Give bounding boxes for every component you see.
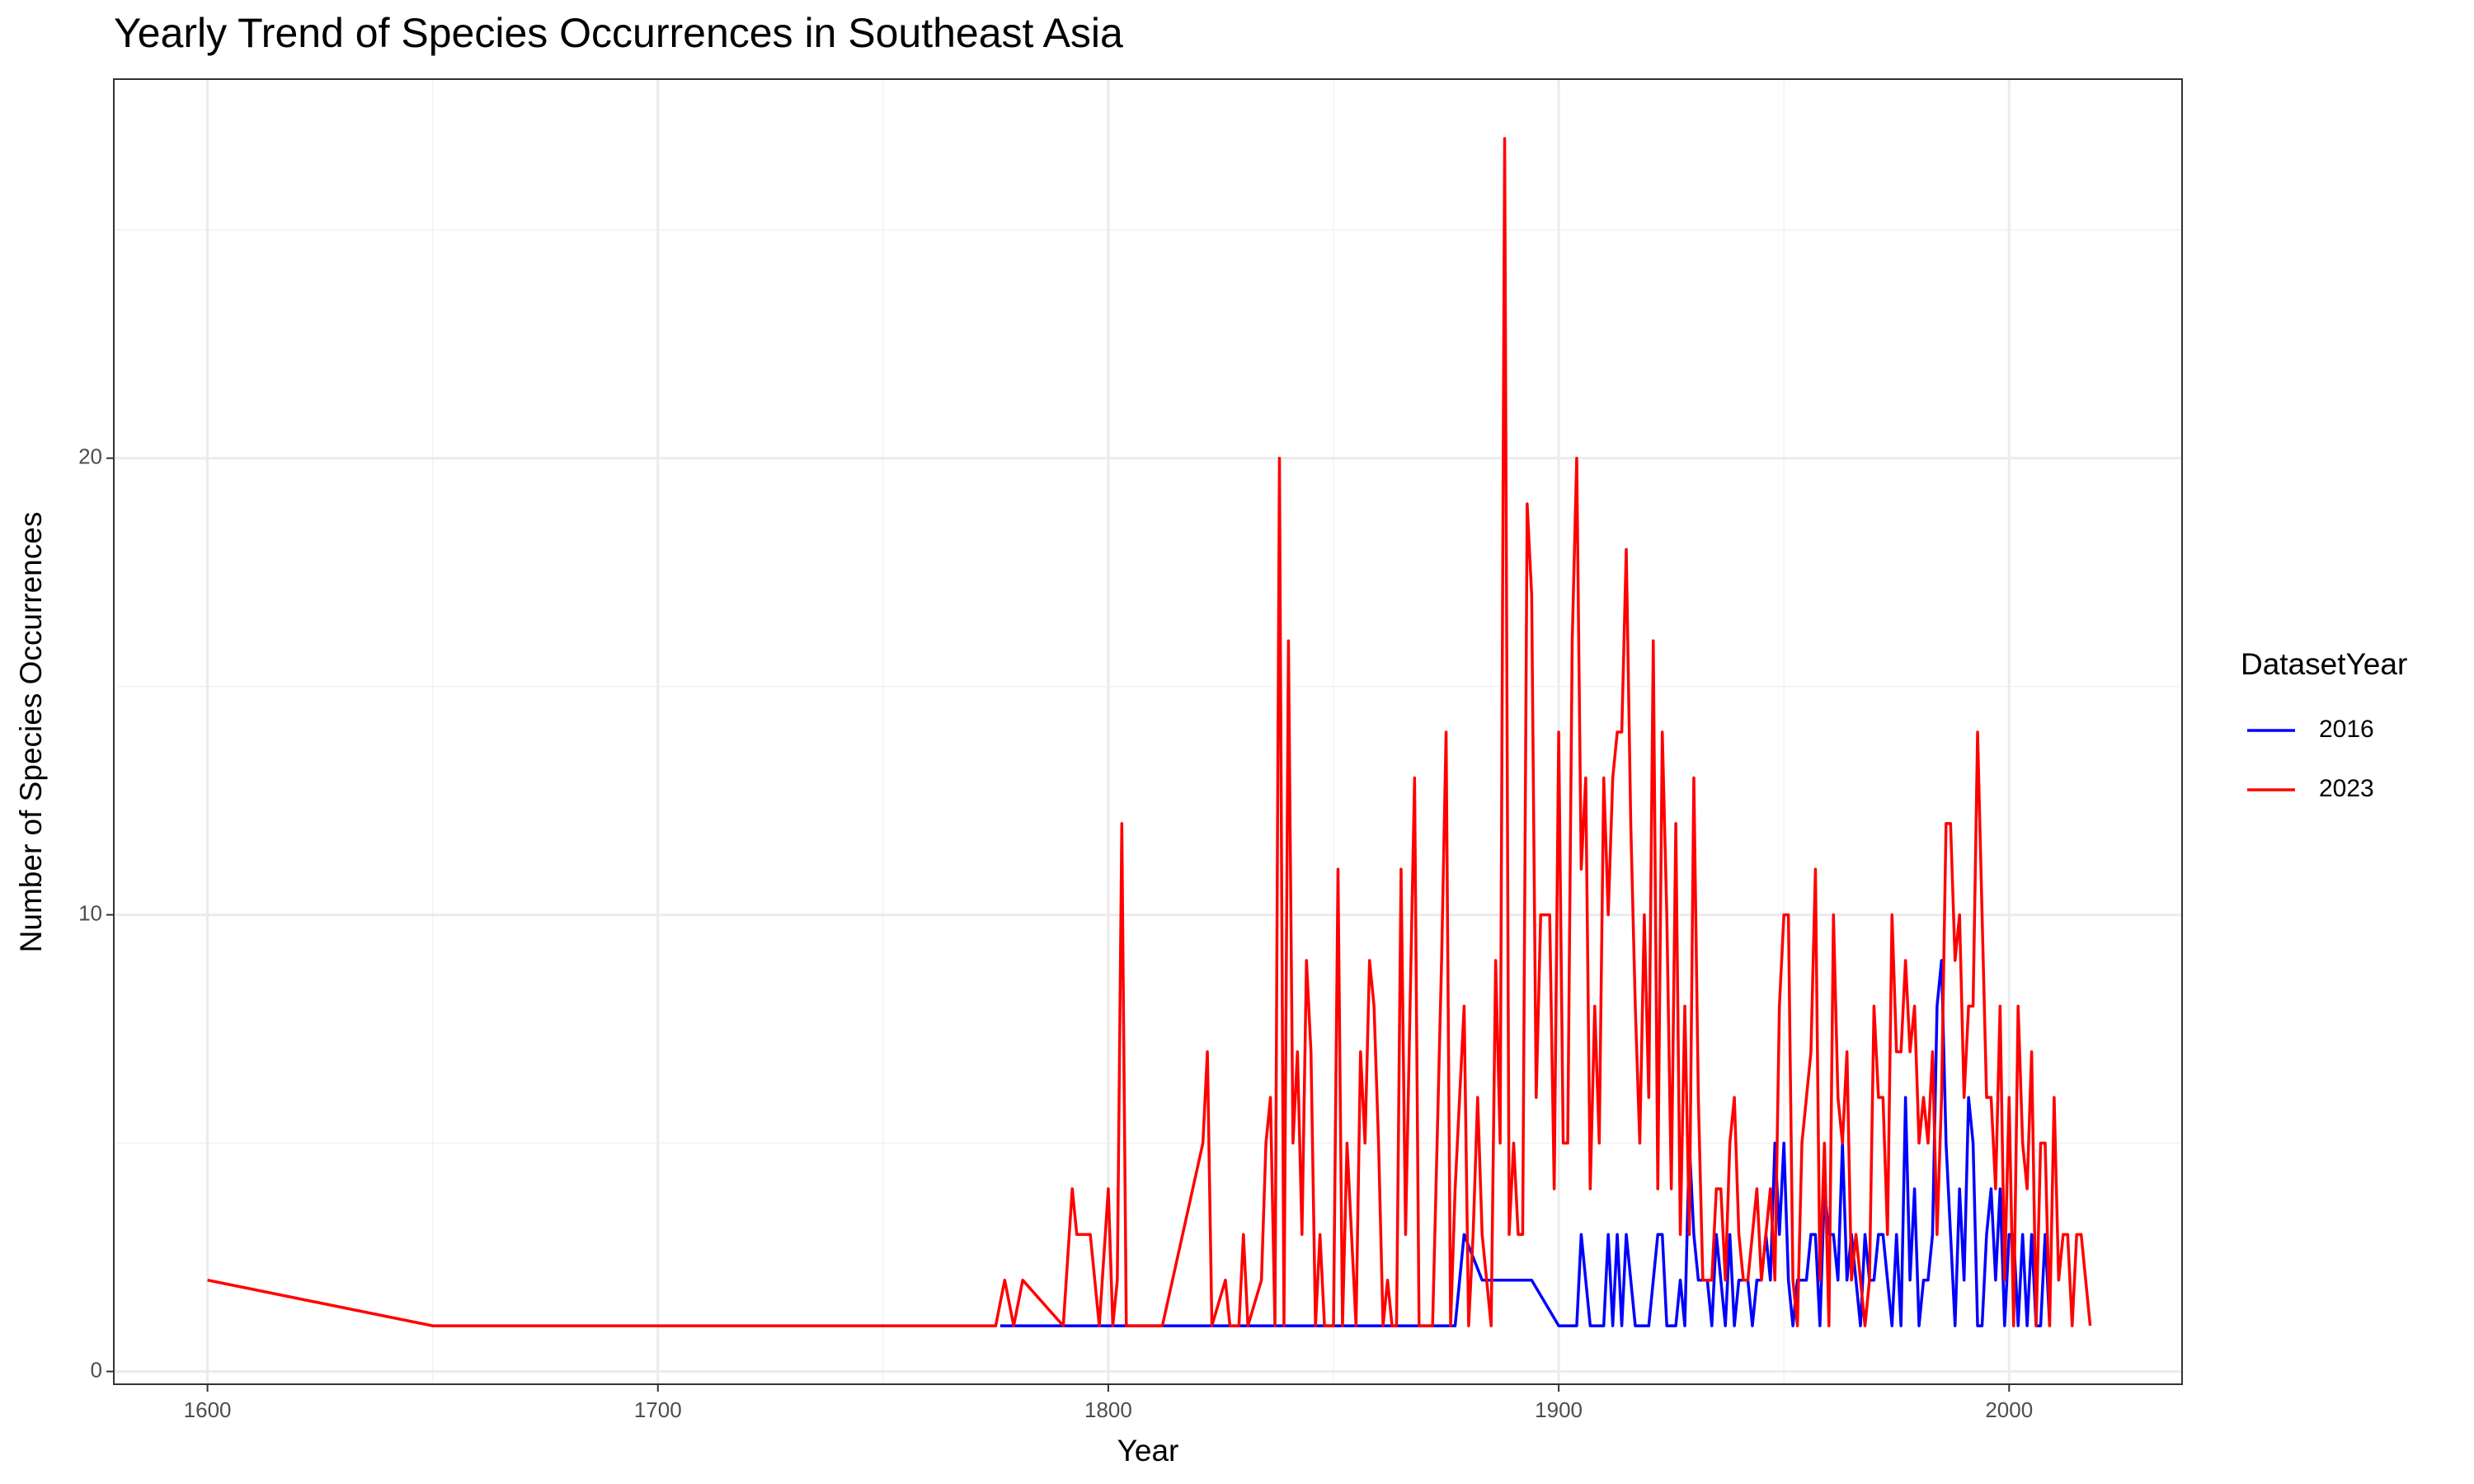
y-tick-label: 10 <box>78 900 102 925</box>
x-tick-label: 1900 <box>1535 1397 1583 1422</box>
legend-label: 2023 <box>2319 775 2374 802</box>
x-tick-label: 1700 <box>634 1397 682 1422</box>
y-axis-title: Number of Species Occurrences <box>14 512 48 953</box>
legend-label: 2016 <box>2319 716 2374 743</box>
y-tick-label: 0 <box>91 1357 102 1382</box>
x-tick-label: 2000 <box>1985 1397 2033 1422</box>
legend-title: DatasetYear <box>2241 647 2407 681</box>
series-line <box>207 137 2092 1327</box>
panel-border <box>113 78 2183 1385</box>
x-axis-title: Year <box>1117 1434 1179 1468</box>
y-tick-label: 20 <box>78 444 102 469</box>
x-tick-label: 1600 <box>184 1397 232 1422</box>
x-tick-label: 1800 <box>1084 1397 1132 1422</box>
chart-title: Yearly Trend of Species Occurrences in S… <box>114 10 1123 56</box>
